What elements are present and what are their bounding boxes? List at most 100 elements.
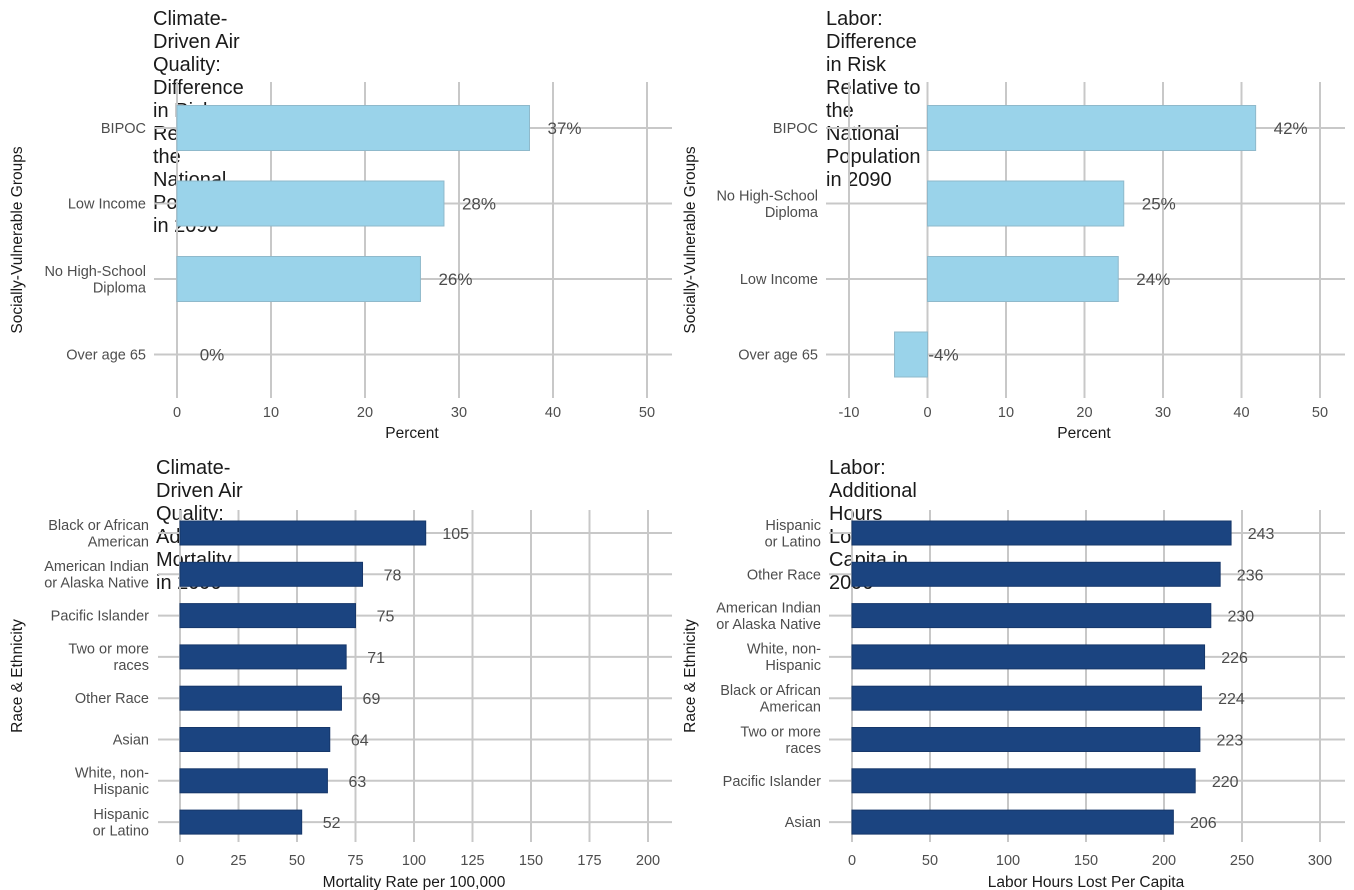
x-tick-label: 20 bbox=[357, 405, 373, 421]
category-label: BIPOC bbox=[773, 121, 818, 137]
bar bbox=[851, 561, 1221, 587]
data-label: 26% bbox=[438, 270, 472, 289]
bar bbox=[179, 768, 328, 794]
data-label: 42% bbox=[1274, 119, 1308, 138]
x-tick-label: 175 bbox=[577, 853, 601, 869]
bar bbox=[179, 644, 347, 670]
data-label: 223 bbox=[1217, 733, 1244, 750]
category-label: Other Race bbox=[75, 691, 149, 707]
data-label: 64 bbox=[351, 733, 369, 750]
x-tick-label: 125 bbox=[460, 853, 484, 869]
x-tick-label: 0 bbox=[923, 405, 931, 421]
bar bbox=[851, 809, 1174, 835]
data-label: -4% bbox=[928, 346, 958, 365]
x-tick-label: 20 bbox=[1076, 405, 1092, 421]
bar bbox=[176, 256, 421, 302]
data-label: 230 bbox=[1227, 609, 1254, 626]
data-label: 105 bbox=[442, 526, 469, 543]
bar bbox=[894, 331, 929, 378]
data-label: 206 bbox=[1190, 815, 1217, 832]
x-tick-label: 40 bbox=[545, 405, 561, 421]
y-axis-title: Race & Ethnicity bbox=[682, 619, 699, 733]
x-axis-title: Percent bbox=[385, 425, 439, 442]
x-axis-title: Mortality Rate per 100,000 bbox=[323, 874, 506, 890]
bar bbox=[179, 685, 342, 711]
x-tick-label: 40 bbox=[1233, 405, 1249, 421]
data-label: 224 bbox=[1218, 691, 1245, 708]
bar bbox=[176, 180, 445, 227]
category-label: Black or African American bbox=[720, 683, 821, 716]
data-label: 25% bbox=[1142, 195, 1176, 214]
data-label: 226 bbox=[1221, 650, 1248, 667]
x-tick-label: 0 bbox=[176, 853, 184, 869]
category-label: American Indian or Alaska Native bbox=[716, 600, 821, 633]
bar bbox=[179, 561, 364, 587]
x-tick-label: 0 bbox=[173, 405, 181, 421]
category-label: American Indian or Alaska Native bbox=[44, 559, 149, 592]
x-tick-label: 150 bbox=[519, 853, 543, 869]
category-label: Other Race bbox=[747, 567, 821, 583]
y-axis-title: Race & Ethnicity bbox=[9, 619, 26, 733]
x-tick-label: 100 bbox=[402, 853, 426, 869]
data-label: 24% bbox=[1136, 270, 1170, 289]
bar bbox=[851, 685, 1202, 711]
data-label: 37% bbox=[547, 119, 581, 138]
category-label: Two or more races bbox=[68, 642, 149, 675]
x-tick-label: 250 bbox=[1230, 853, 1254, 869]
x-tick-label: 50 bbox=[1312, 405, 1328, 421]
bar bbox=[851, 727, 1201, 752]
bar bbox=[176, 105, 530, 151]
x-tick-label: 300 bbox=[1308, 853, 1332, 869]
bar bbox=[179, 603, 356, 629]
x-tick-label: 200 bbox=[636, 853, 660, 869]
x-tick-label: 150 bbox=[1074, 853, 1098, 869]
x-tick-label: 10 bbox=[998, 405, 1014, 421]
category-label: White, non-Hispanic bbox=[747, 642, 821, 675]
bar bbox=[179, 520, 427, 546]
x-tick-label: 50 bbox=[922, 853, 938, 869]
category-label: Over age 65 bbox=[66, 348, 146, 364]
x-tick-label: 0 bbox=[848, 853, 856, 869]
category-label: Over age 65 bbox=[738, 348, 818, 364]
data-label: 0% bbox=[200, 346, 225, 365]
x-tick-label: 30 bbox=[451, 405, 467, 421]
category-label: Hispanic or Latino bbox=[765, 518, 821, 551]
x-tick-label: 10 bbox=[263, 405, 279, 421]
category-label: Hispanic or Latino bbox=[93, 807, 149, 840]
category-label: Black or African American bbox=[48, 518, 149, 551]
data-label: 75 bbox=[377, 609, 395, 626]
data-label: 52 bbox=[323, 815, 341, 832]
data-label: 220 bbox=[1212, 774, 1239, 791]
y-axis-title: Socially-Vulnerable Groups bbox=[682, 146, 699, 333]
x-tick-label: 200 bbox=[1152, 853, 1176, 869]
x-tick-label: 50 bbox=[289, 853, 305, 869]
bar bbox=[927, 256, 1119, 302]
data-label: 63 bbox=[349, 774, 367, 791]
x-axis-title: Percent bbox=[1057, 425, 1111, 442]
x-tick-label: -10 bbox=[839, 405, 860, 421]
bar bbox=[851, 768, 1196, 794]
category-label: Pacific Islander bbox=[723, 774, 821, 790]
category-label: BIPOC bbox=[101, 121, 146, 137]
category-label: White, non-Hispanic bbox=[75, 766, 149, 799]
bar bbox=[851, 520, 1232, 546]
category-label: Low Income bbox=[68, 197, 146, 213]
bar bbox=[851, 644, 1206, 670]
category-label: Two or more races bbox=[740, 724, 821, 757]
x-tick-label: 30 bbox=[1155, 405, 1171, 421]
category-label: Low Income bbox=[740, 272, 818, 288]
data-label: 71 bbox=[367, 650, 385, 667]
x-tick-label: 50 bbox=[639, 405, 655, 421]
bar bbox=[179, 727, 331, 752]
data-label: 69 bbox=[363, 691, 381, 708]
bar bbox=[927, 105, 1257, 151]
category-label: Asian bbox=[113, 733, 149, 749]
x-tick-label: 25 bbox=[230, 853, 246, 869]
bar bbox=[927, 180, 1125, 227]
category-label: No High-School Diploma bbox=[44, 264, 146, 297]
y-axis-title: Socially-Vulnerable Groups bbox=[9, 146, 26, 333]
